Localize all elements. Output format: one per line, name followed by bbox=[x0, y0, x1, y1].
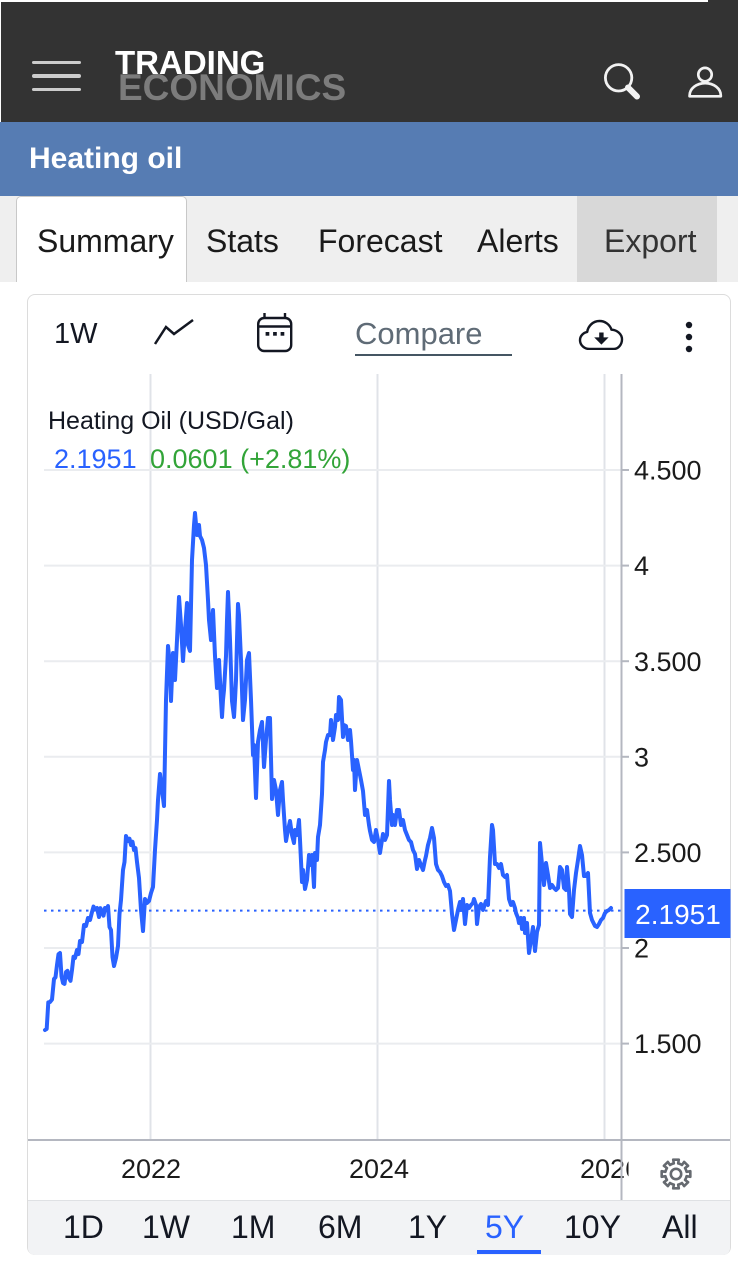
svg-text:2.1951: 2.1951 bbox=[635, 899, 721, 930]
svg-text:2022: 2022 bbox=[121, 1154, 181, 1184]
svg-text:1.500: 1.500 bbox=[634, 1029, 702, 1059]
svg-text:2: 2 bbox=[634, 934, 649, 964]
svg-text:3.500: 3.500 bbox=[634, 647, 702, 677]
svg-text:2024: 2024 bbox=[349, 1154, 409, 1184]
svg-text:3: 3 bbox=[634, 742, 649, 772]
svg-text:4: 4 bbox=[634, 551, 649, 581]
svg-text:4.500: 4.500 bbox=[634, 456, 702, 486]
svg-text:2.500: 2.500 bbox=[634, 838, 702, 868]
